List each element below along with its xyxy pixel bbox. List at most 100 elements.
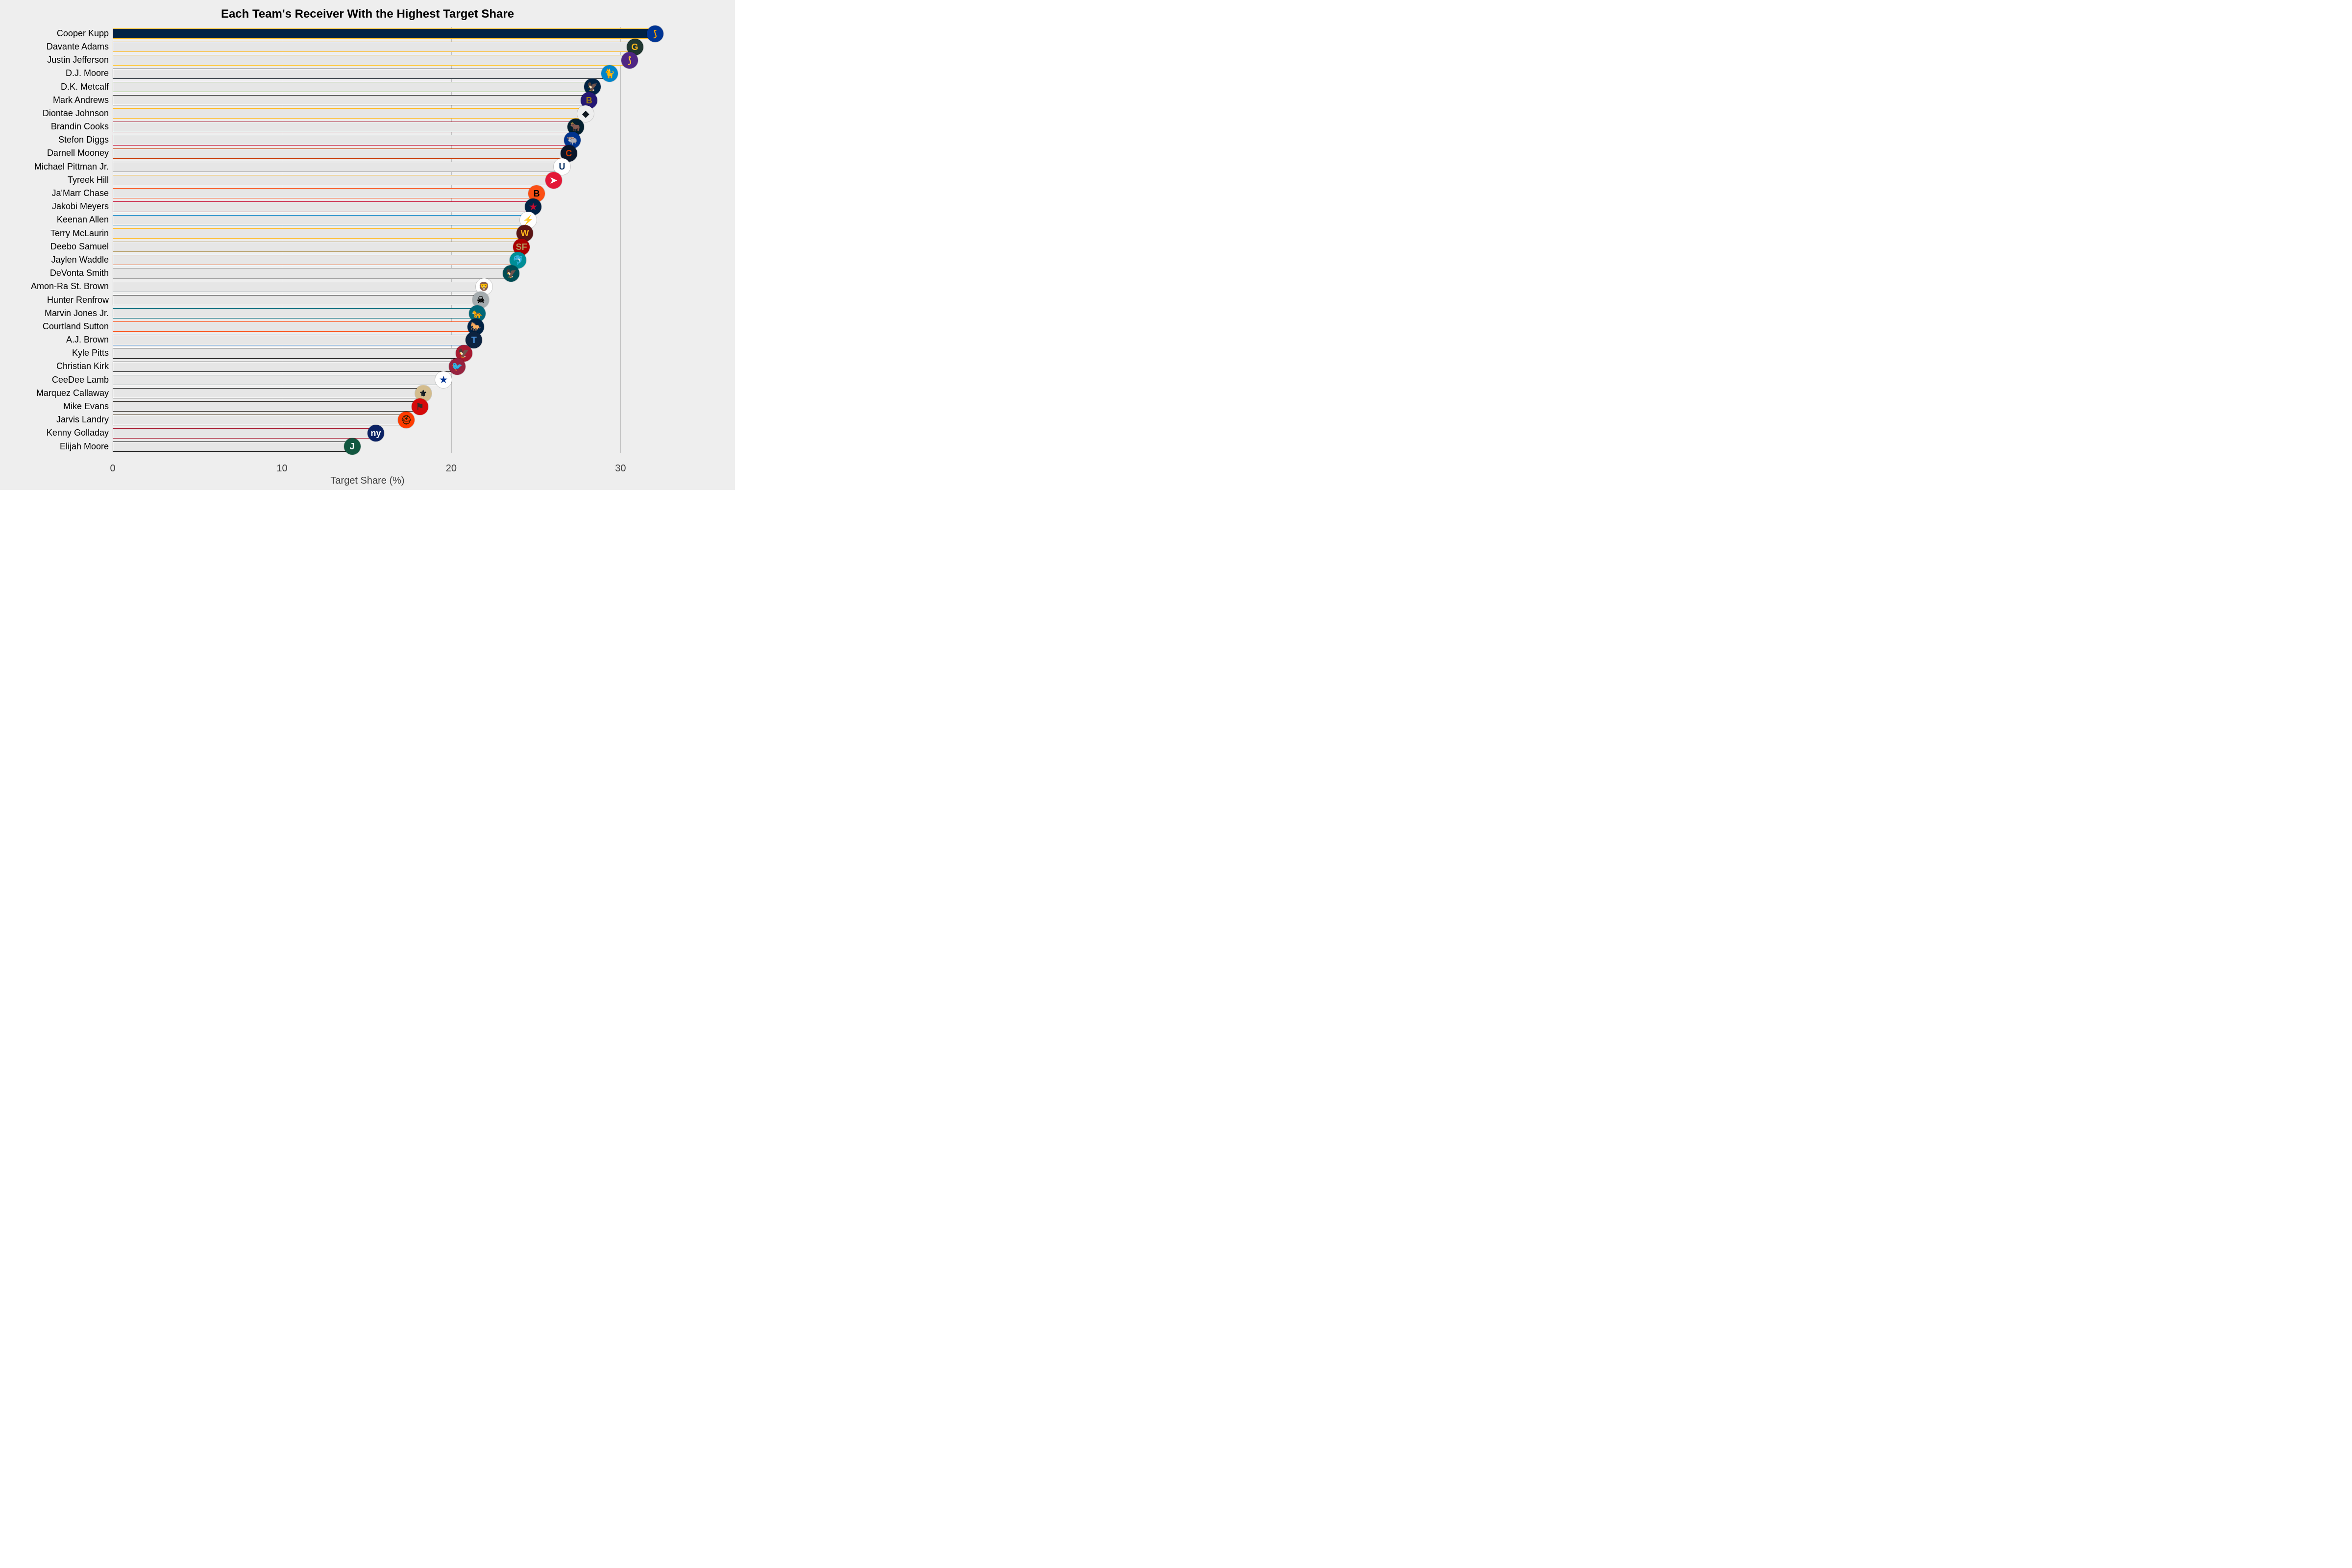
x-tick-label: 0: [110, 463, 115, 474]
player-name-label: Marquez Callaway: [36, 388, 109, 398]
bar-row: [113, 188, 671, 198]
player-name-label: Darnell Mooney: [47, 148, 109, 158]
player-name-label: Mark Andrews: [53, 95, 109, 105]
player-name-label: Cooper Kupp: [57, 28, 109, 39]
player-name-label: Terry McLaurin: [50, 228, 109, 239]
bar: [113, 375, 438, 385]
team-logo: 🐈: [601, 65, 618, 82]
bar-row: [113, 308, 671, 318]
bar-row: [113, 135, 671, 145]
player-name-label: Jaylen Waddle: [51, 255, 109, 265]
bar: [113, 69, 604, 79]
player-name-label: Courtland Sutton: [43, 321, 109, 332]
player-name-label: Marvin Jones Jr.: [45, 308, 109, 318]
team-logo: ⛑: [398, 412, 415, 428]
bar-row: [113, 148, 671, 159]
bar: [113, 108, 580, 119]
player-name-label: Elijah Moore: [60, 441, 109, 452]
x-tick-label: 20: [446, 463, 457, 474]
player-name-label: Christian Kirk: [56, 361, 109, 371]
bar-row: [113, 348, 671, 358]
bar: [113, 55, 624, 65]
bar: [113, 295, 475, 305]
player-name-label: Kyle Pitts: [72, 348, 109, 358]
bar: [113, 362, 451, 372]
x-tick-label: 30: [615, 463, 626, 474]
bar-row: [113, 228, 671, 239]
bar: [113, 188, 531, 198]
team-logo: ⟆: [621, 52, 638, 69]
player-name-label: A.J. Brown: [66, 335, 109, 345]
player-name-label: Kenny Golladay: [47, 428, 109, 438]
bar-row: [113, 255, 671, 265]
bar-row: [113, 201, 671, 212]
player-name-label: DeVonta Smith: [50, 268, 109, 278]
bar: [113, 441, 346, 452]
bar-row: [113, 122, 671, 132]
bar: [113, 228, 519, 239]
team-logo: ➤: [545, 172, 562, 189]
x-tick-label: 10: [276, 463, 287, 474]
bar: [113, 28, 649, 39]
player-name-label: Justin Jefferson: [47, 55, 109, 65]
bar-row: [113, 55, 671, 65]
bar-row: [113, 321, 671, 332]
bar: [113, 242, 515, 252]
bar-row: [113, 268, 671, 278]
bar-row: [113, 401, 671, 412]
bar: [113, 215, 522, 225]
bar: [113, 428, 370, 439]
bar: [113, 282, 478, 292]
bar: [113, 388, 417, 398]
player-name-label: Stefon Diggs: [58, 135, 109, 145]
player-name-label: Deebo Samuel: [50, 242, 109, 252]
bar-row: [113, 388, 671, 398]
bar-row: [113, 242, 671, 252]
bar-row: [113, 335, 671, 345]
bar-row: [113, 282, 671, 292]
bar-row: [113, 441, 671, 452]
bar: [113, 148, 563, 159]
player-name-label: Tyreek Hill: [68, 175, 109, 185]
team-logo: ny: [368, 425, 384, 441]
team-logo: 🐦: [449, 358, 466, 375]
bar: [113, 42, 629, 52]
player-name-label: Diontae Johnson: [43, 108, 109, 119]
bar: [113, 348, 458, 358]
team-logo: J: [344, 438, 361, 455]
player-name-label: D.J. Moore: [66, 68, 109, 78]
bar: [113, 335, 468, 345]
bar: [113, 308, 471, 318]
chart-title: Each Team's Receiver With the Highest Ta…: [0, 7, 735, 21]
player-name-label: D.K. Metcalf: [61, 82, 109, 92]
bar-row: [113, 295, 671, 305]
bar-row: [113, 375, 671, 385]
bar: [113, 135, 566, 145]
chart-root: Each Team's Receiver With the Highest Ta…: [0, 0, 735, 490]
bar: [113, 401, 414, 412]
x-axis-title: Target Share (%): [0, 475, 735, 487]
bar: [113, 95, 583, 105]
bar: [113, 255, 512, 265]
player-name-label: Amon-Ra St. Brown: [31, 281, 109, 292]
team-logo: ⚑: [412, 398, 428, 415]
bar-row: [113, 162, 671, 172]
bar: [113, 175, 548, 185]
bar-row: [113, 69, 671, 79]
player-name-label: Davante Adams: [47, 42, 109, 52]
bar-row: [113, 415, 671, 425]
player-name-label: Jakobi Meyers: [52, 201, 109, 212]
bar-row: [113, 42, 671, 52]
player-name-label: CeeDee Lamb: [52, 375, 109, 385]
player-name-label: Keenan Allen: [57, 215, 109, 225]
player-name-label: Hunter Renfrow: [47, 295, 109, 305]
bar: [113, 321, 470, 332]
bar: [113, 122, 570, 132]
bar: [113, 415, 400, 425]
player-name-label: Brandin Cooks: [51, 122, 109, 132]
bar: [113, 162, 556, 172]
player-name-label: Ja'Marr Chase: [52, 188, 109, 198]
player-name-label: Jarvis Landry: [56, 415, 109, 425]
bar-row: [113, 28, 671, 39]
team-logo: ⟆: [647, 25, 663, 42]
